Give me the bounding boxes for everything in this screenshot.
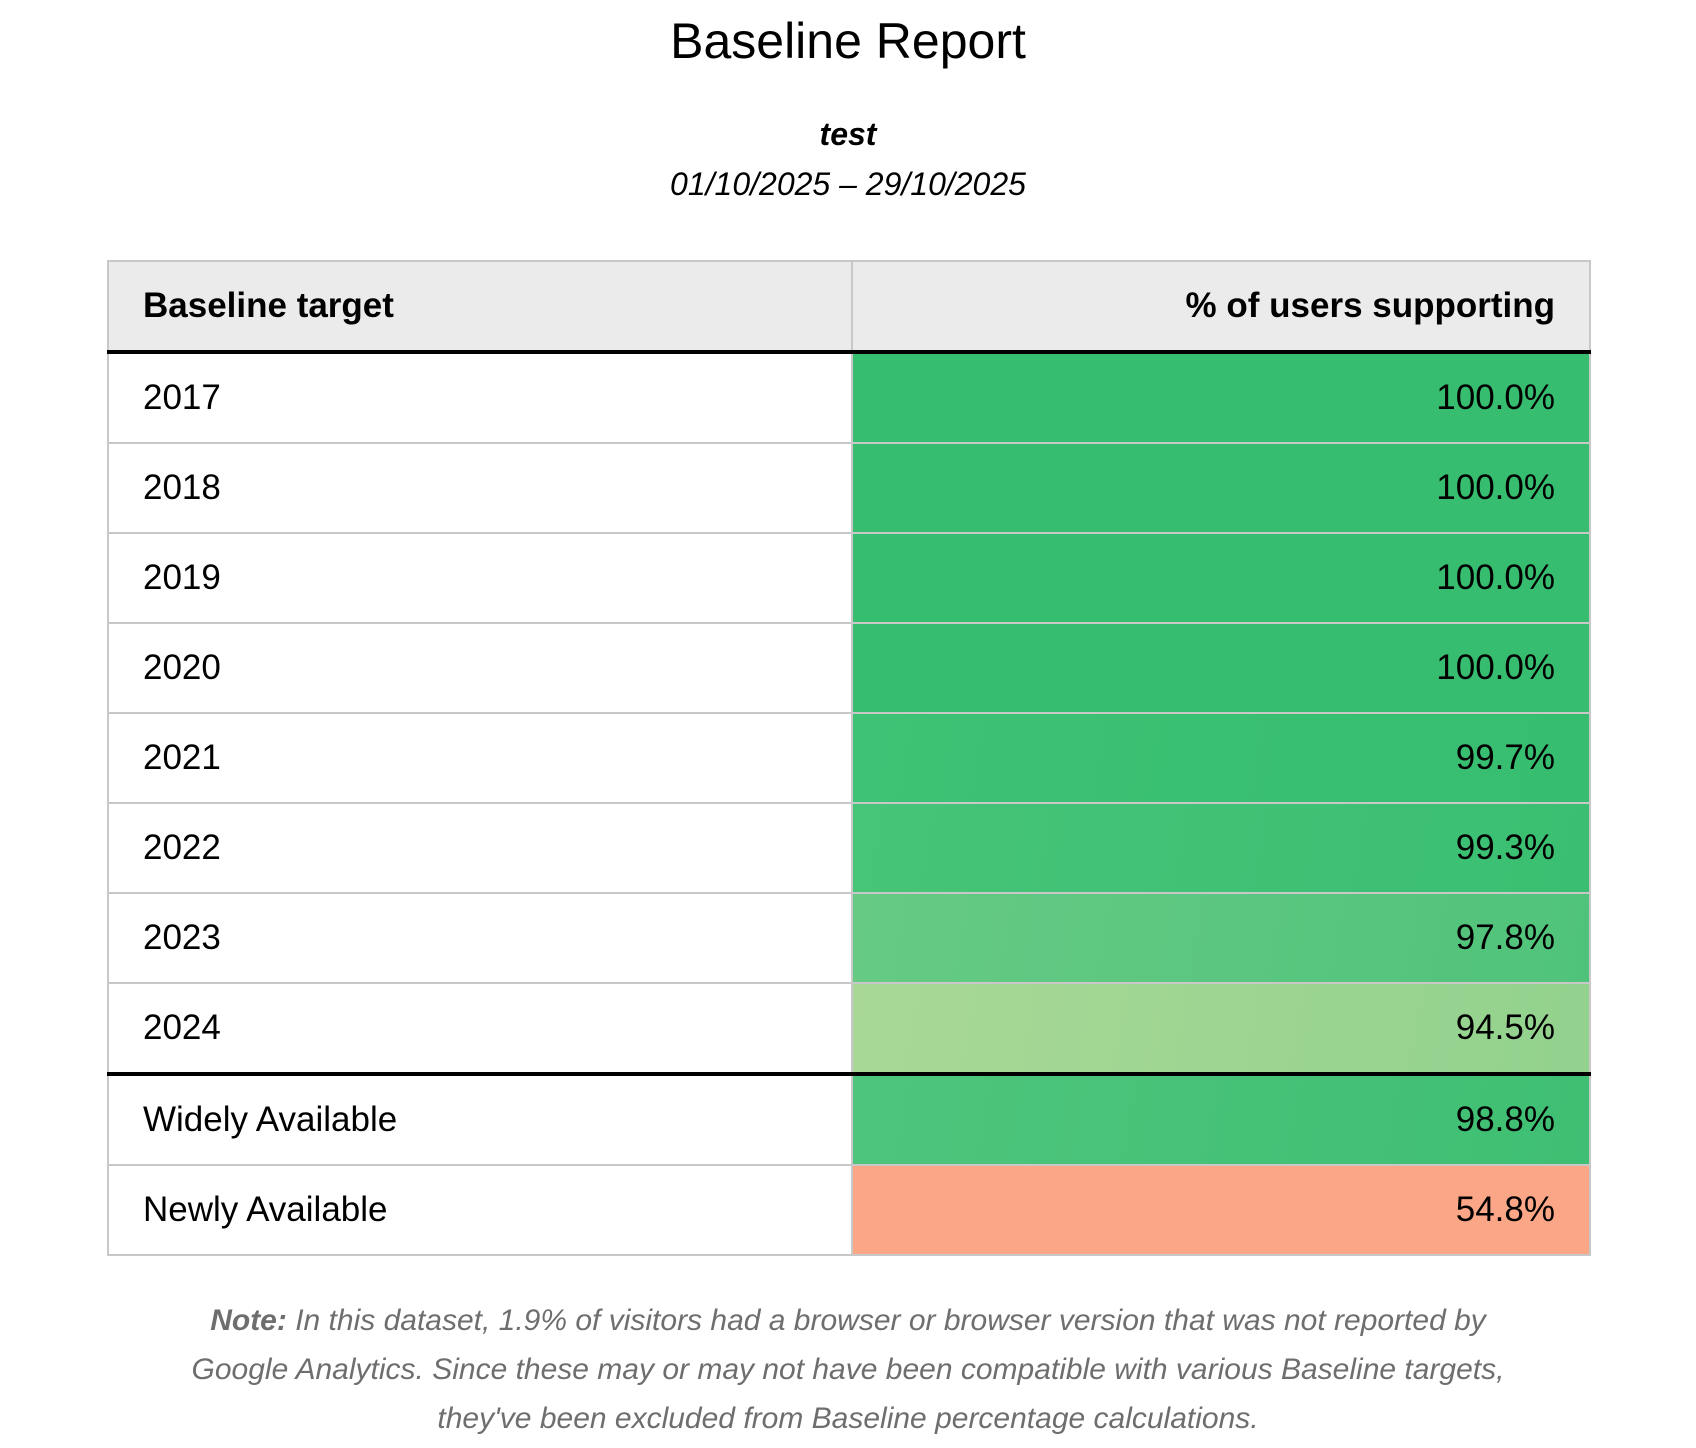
- footnote: Note: In this dataset, 1.9% of visitors …: [160, 1296, 1536, 1443]
- table-row: 2019 100.0%: [107, 532, 1591, 624]
- baseline-target-cell: 2024: [107, 982, 853, 1075]
- table-row: 2022 99.3%: [107, 802, 1591, 894]
- table-row: 2024 94.5%: [107, 982, 1591, 1075]
- baseline-target-cell: 2020: [107, 622, 853, 714]
- percent-cell: 99.3%: [851, 802, 1591, 894]
- baseline-target-cell: 2021: [107, 712, 853, 804]
- baseline-target-cell: Newly Available: [107, 1164, 853, 1256]
- baseline-target-cell: Widely Available: [107, 1072, 853, 1166]
- percent-cell: 97.8%: [851, 892, 1591, 984]
- percent-cell: 98.8%: [851, 1072, 1591, 1166]
- baseline-target-cell: 2017: [107, 351, 853, 444]
- percent-cell: 100.0%: [851, 622, 1591, 714]
- baseline-target-cell: 2022: [107, 802, 853, 894]
- note-label: Note:: [210, 1304, 287, 1337]
- table-row: Widely Available 98.8%: [107, 1072, 1591, 1166]
- percent-cell: 100.0%: [851, 532, 1591, 624]
- table-row: Newly Available 54.8%: [107, 1164, 1591, 1256]
- table-header-row: Baseline target % of users supporting: [107, 260, 1591, 353]
- table-row: 2020 100.0%: [107, 622, 1591, 714]
- table-row: 2021 99.7%: [107, 712, 1591, 804]
- date-range: 01/10/2025 – 29/10/2025: [670, 166, 1026, 202]
- baseline-target-cell: 2018: [107, 442, 853, 534]
- header-baseline-target: Baseline target: [107, 260, 853, 353]
- percent-cell: 94.5%: [851, 982, 1591, 1075]
- percent-cell: 100.0%: [851, 351, 1591, 444]
- report-subtitle: test: [819, 116, 877, 152]
- note-text: In this dataset, 1.9% of visitors had a …: [191, 1304, 1505, 1435]
- baseline-table: Baseline target % of users supporting 20…: [107, 260, 1591, 1256]
- percent-cell: 100.0%: [851, 442, 1591, 534]
- table-row: 2023 97.8%: [107, 892, 1591, 984]
- page-title: Baseline Report: [670, 13, 1026, 69]
- baseline-target-cell: 2019: [107, 532, 853, 624]
- percent-cell: 99.7%: [851, 712, 1591, 804]
- table-row: 2018 100.0%: [107, 442, 1591, 534]
- table-row: 2017 100.0%: [107, 351, 1591, 444]
- percent-cell: 54.8%: [851, 1164, 1591, 1256]
- baseline-target-cell: 2023: [107, 892, 853, 984]
- header-percent-users: % of users supporting: [851, 260, 1591, 353]
